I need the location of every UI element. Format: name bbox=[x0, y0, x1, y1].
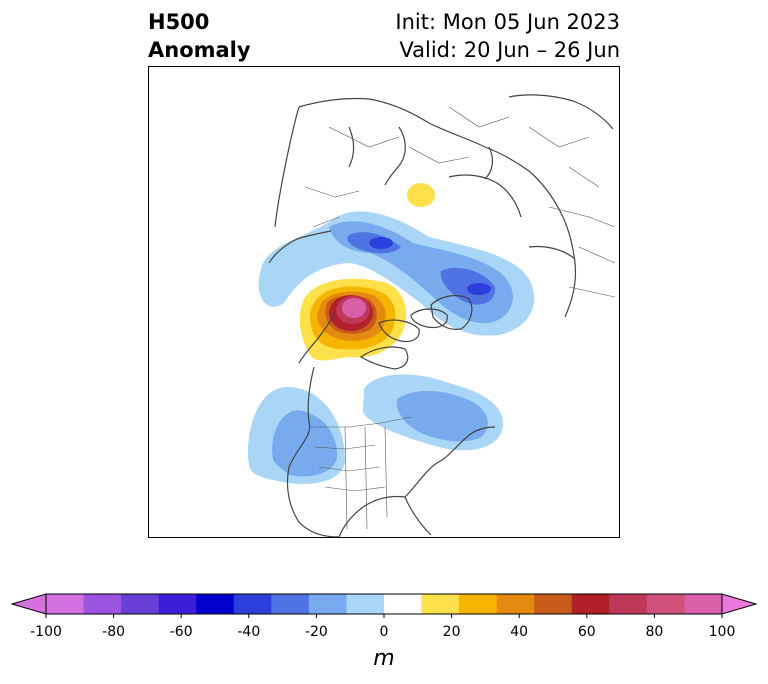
negative-anomaly-hudson bbox=[363, 374, 504, 451]
colorbar-cell bbox=[233, 594, 272, 614]
colorbar-cell bbox=[571, 594, 610, 614]
colorbar-ticks: -100 -80 -60 -40 -20 0 20 40 60 80 100 bbox=[0, 624, 768, 644]
colorbar-tick-label: 100 bbox=[708, 624, 736, 640]
colorbar-extend-low bbox=[10, 593, 47, 615]
colorbar bbox=[10, 593, 758, 618]
colorbar-cell bbox=[46, 594, 85, 614]
colorbar-cell bbox=[459, 594, 498, 614]
colorbar-cell bbox=[609, 594, 648, 614]
colorbar-cell bbox=[534, 594, 573, 614]
colorbar-cell bbox=[121, 594, 160, 614]
colorbar-extend-high bbox=[721, 593, 758, 615]
colorbar-tick-label: 60 bbox=[577, 624, 596, 640]
positive-anomaly-center bbox=[299, 278, 407, 361]
colorbar-cell bbox=[496, 594, 535, 614]
colorbar-cell bbox=[421, 594, 460, 614]
title-field: Anomaly bbox=[148, 38, 251, 62]
colorbar-tick-label: 40 bbox=[510, 624, 529, 640]
colorbar-tick-label: -80 bbox=[102, 624, 126, 640]
colorbar-unit: m bbox=[373, 646, 395, 671]
colorbar-tick-label: -40 bbox=[237, 624, 261, 640]
colorbar-tick-label: 0 bbox=[379, 624, 389, 640]
colorbar-cell bbox=[646, 594, 685, 614]
colorbar-tick-label: -100 bbox=[30, 624, 62, 640]
colorbar-cell bbox=[158, 594, 197, 614]
title-left: H500 Anomaly bbox=[148, 8, 251, 64]
map-panel bbox=[148, 66, 620, 538]
title-right: Init: Mon 05 Jun 2023 Valid: 20 Jun – 26… bbox=[395, 8, 620, 64]
colorbar-cell bbox=[684, 594, 723, 614]
colorbar-cell bbox=[308, 594, 347, 614]
colorbar-cell bbox=[196, 594, 235, 614]
init-date: Init: Mon 05 Jun 2023 bbox=[395, 10, 620, 34]
borders bbox=[304, 106, 616, 530]
negative-anomaly-west-us bbox=[247, 386, 345, 484]
colorbar-cell bbox=[384, 594, 423, 614]
colorbar-cell bbox=[346, 594, 385, 614]
colorbar-cells bbox=[10, 593, 758, 618]
anomaly-map bbox=[247, 94, 616, 537]
colorbar-cell bbox=[83, 594, 122, 614]
colorbar-tick-label: 20 bbox=[442, 624, 461, 640]
colorbar-tick-label: -20 bbox=[304, 624, 328, 640]
coastlines bbox=[268, 94, 614, 537]
colorbar-tick-label: 80 bbox=[645, 624, 664, 640]
valid-range: Valid: 20 Jun – 26 Jun bbox=[399, 38, 620, 62]
colorbar-tick-label: -60 bbox=[169, 624, 193, 640]
positive-anomaly-scandinavia bbox=[407, 183, 435, 207]
colorbar-cell bbox=[271, 594, 310, 614]
title-variable: H500 bbox=[148, 10, 210, 34]
